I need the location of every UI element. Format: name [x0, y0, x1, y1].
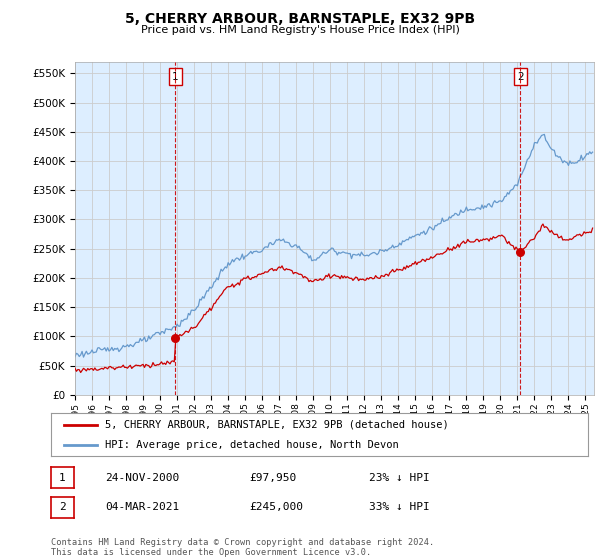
Text: 1: 1 [172, 72, 179, 82]
Text: 23% ↓ HPI: 23% ↓ HPI [369, 473, 430, 483]
Text: Price paid vs. HM Land Registry's House Price Index (HPI): Price paid vs. HM Land Registry's House … [140, 25, 460, 35]
Text: 04-MAR-2021: 04-MAR-2021 [105, 502, 179, 512]
Text: £245,000: £245,000 [249, 502, 303, 512]
Text: 2: 2 [517, 72, 524, 82]
Point [170, 333, 180, 342]
Text: Contains HM Land Registry data © Crown copyright and database right 2024.
This d: Contains HM Land Registry data © Crown c… [51, 538, 434, 557]
Text: 5, CHERRY ARBOUR, BARNSTAPLE, EX32 9PB: 5, CHERRY ARBOUR, BARNSTAPLE, EX32 9PB [125, 12, 475, 26]
Text: 2: 2 [59, 502, 66, 512]
Text: 33% ↓ HPI: 33% ↓ HPI [369, 502, 430, 512]
Text: 5, CHERRY ARBOUR, BARNSTAPLE, EX32 9PB (detached house): 5, CHERRY ARBOUR, BARNSTAPLE, EX32 9PB (… [105, 420, 448, 430]
Text: 24-NOV-2000: 24-NOV-2000 [105, 473, 179, 483]
Text: 1: 1 [59, 473, 66, 483]
Point [515, 247, 525, 256]
Text: £97,950: £97,950 [249, 473, 296, 483]
Text: HPI: Average price, detached house, North Devon: HPI: Average price, detached house, Nort… [105, 441, 398, 450]
